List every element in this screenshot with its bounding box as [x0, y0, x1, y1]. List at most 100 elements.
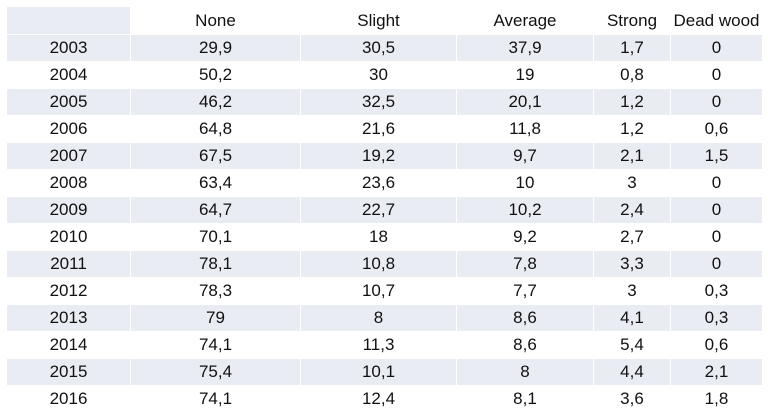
cell-strong: 0,8 [593, 61, 671, 89]
cell-average: 37,9 [456, 34, 594, 62]
header-none: None [130, 6, 301, 35]
cell-average: 19 [456, 61, 594, 89]
table-body: 2003 29,9 30,5 37,9 1,7 0 2004 50,2 30 19 0,8 0 2005… [6, 34, 763, 413]
cell-year: 2003 [6, 34, 131, 62]
cell-slight: 18 [300, 223, 457, 251]
table-row: 2014 74,1 11,3 8,6 5,4 0,6 [6, 331, 763, 359]
table-row: 2015 75,4 10,1 8 4,4 2,1 [6, 358, 763, 386]
cell-dead-wood: 0,3 [670, 277, 763, 305]
cell-slight: 32,5 [300, 88, 457, 116]
table-row: 2006 64,8 21,6 11,8 1,2 0,6 [6, 115, 763, 143]
cell-strong: 5,4 [593, 331, 671, 359]
cell-dead-wood: 0 [670, 223, 763, 251]
cell-average: 9,7 [456, 142, 594, 170]
cell-average: 11,8 [456, 115, 594, 143]
cell-none: 78,3 [130, 277, 301, 305]
table-row: 2010 70,1 18 9,2 2,7 0 [6, 223, 763, 251]
cell-strong: 4,1 [593, 304, 671, 332]
table-row: 2016 74,1 12,4 8,1 3,6 1,8 [6, 385, 763, 413]
cell-dead-wood: 0 [670, 169, 763, 197]
cell-slight: 21,6 [300, 115, 457, 143]
cell-none: 63,4 [130, 169, 301, 197]
header-row: None Slight Average Strong Dead wood [6, 6, 763, 35]
cell-slight: 11,3 [300, 331, 457, 359]
cell-year: 2013 [6, 304, 131, 332]
cell-slight: 23,6 [300, 169, 457, 197]
cell-average: 7,8 [456, 250, 594, 278]
cell-none: 74,1 [130, 331, 301, 359]
cell-dead-wood: 0 [670, 196, 763, 224]
cell-year: 2012 [6, 277, 131, 305]
cell-strong: 1,2 [593, 115, 671, 143]
table-row: 2011 78,1 10,8 7,8 3,3 0 [6, 250, 763, 278]
table-row: 2005 46,2 32,5 20,1 1,2 0 [6, 88, 763, 116]
cell-year: 2009 [6, 196, 131, 224]
cell-none: 67,5 [130, 142, 301, 170]
cell-strong: 3,6 [593, 385, 671, 413]
table-row: 2012 78,3 10,7 7,7 3 0,3 [6, 277, 763, 305]
cell-average: 8,6 [456, 331, 594, 359]
header-dead-wood: Dead wood [670, 6, 763, 35]
cell-year: 2007 [6, 142, 131, 170]
cell-average: 10 [456, 169, 594, 197]
cell-strong: 2,7 [593, 223, 671, 251]
table-header: None Slight Average Strong Dead wood [6, 6, 763, 35]
cell-year: 2005 [6, 88, 131, 116]
table-row: 2004 50,2 30 19 0,8 0 [6, 61, 763, 89]
cell-strong: 2,4 [593, 196, 671, 224]
cell-average: 8,6 [456, 304, 594, 332]
cell-strong: 2,1 [593, 142, 671, 170]
cell-none: 64,7 [130, 196, 301, 224]
cell-dead-wood: 0,6 [670, 115, 763, 143]
cell-none: 46,2 [130, 88, 301, 116]
cell-slight: 10,7 [300, 277, 457, 305]
cell-year: 2014 [6, 331, 131, 359]
cell-slight: 30 [300, 61, 457, 89]
cell-slight: 30,5 [300, 34, 457, 62]
table-row: 2013 79 8 8,6 4,1 0,3 [6, 304, 763, 332]
cell-none: 75,4 [130, 358, 301, 386]
cell-year: 2015 [6, 358, 131, 386]
cell-none: 29,9 [130, 34, 301, 62]
cell-strong: 3,3 [593, 250, 671, 278]
table-row: 2008 63,4 23,6 10 3 0 [6, 169, 763, 197]
cell-year: 2008 [6, 169, 131, 197]
cell-dead-wood: 0 [670, 34, 763, 62]
cell-slight: 12,4 [300, 385, 457, 413]
cell-average: 20,1 [456, 88, 594, 116]
table-row: 2009 64,7 22,7 10,2 2,4 0 [6, 196, 763, 224]
cell-strong: 3 [593, 169, 671, 197]
cell-dead-wood: 0 [670, 250, 763, 278]
cell-dead-wood: 0 [670, 61, 763, 89]
cell-none: 50,2 [130, 61, 301, 89]
table-row: 2003 29,9 30,5 37,9 1,7 0 [6, 34, 763, 62]
cell-year: 2004 [6, 61, 131, 89]
cell-strong: 1,7 [593, 34, 671, 62]
cell-slight: 10,8 [300, 250, 457, 278]
cell-dead-wood: 1,5 [670, 142, 763, 170]
cell-none: 70,1 [130, 223, 301, 251]
cell-strong: 4,4 [593, 358, 671, 386]
cell-average: 8,1 [456, 385, 594, 413]
cell-year: 2006 [6, 115, 131, 143]
cell-slight: 19,2 [300, 142, 457, 170]
header-strong: Strong [593, 6, 671, 35]
data-table: None Slight Average Strong Dead wood 200… [6, 6, 763, 413]
header-corner-cell [6, 6, 131, 35]
cell-strong: 3 [593, 277, 671, 305]
cell-none: 64,8 [130, 115, 301, 143]
cell-none: 79 [130, 304, 301, 332]
cell-year: 2011 [6, 250, 131, 278]
cell-dead-wood: 2,1 [670, 358, 763, 386]
cell-slight: 22,7 [300, 196, 457, 224]
cell-dead-wood: 1,8 [670, 385, 763, 413]
data-table-container: None Slight Average Strong Dead wood 200… [6, 6, 763, 413]
cell-average: 7,7 [456, 277, 594, 305]
cell-dead-wood: 0 [670, 88, 763, 116]
cell-none: 74,1 [130, 385, 301, 413]
cell-dead-wood: 0,6 [670, 331, 763, 359]
cell-year: 2010 [6, 223, 131, 251]
cell-slight: 8 [300, 304, 457, 332]
cell-year: 2016 [6, 385, 131, 413]
header-average: Average [456, 6, 594, 35]
